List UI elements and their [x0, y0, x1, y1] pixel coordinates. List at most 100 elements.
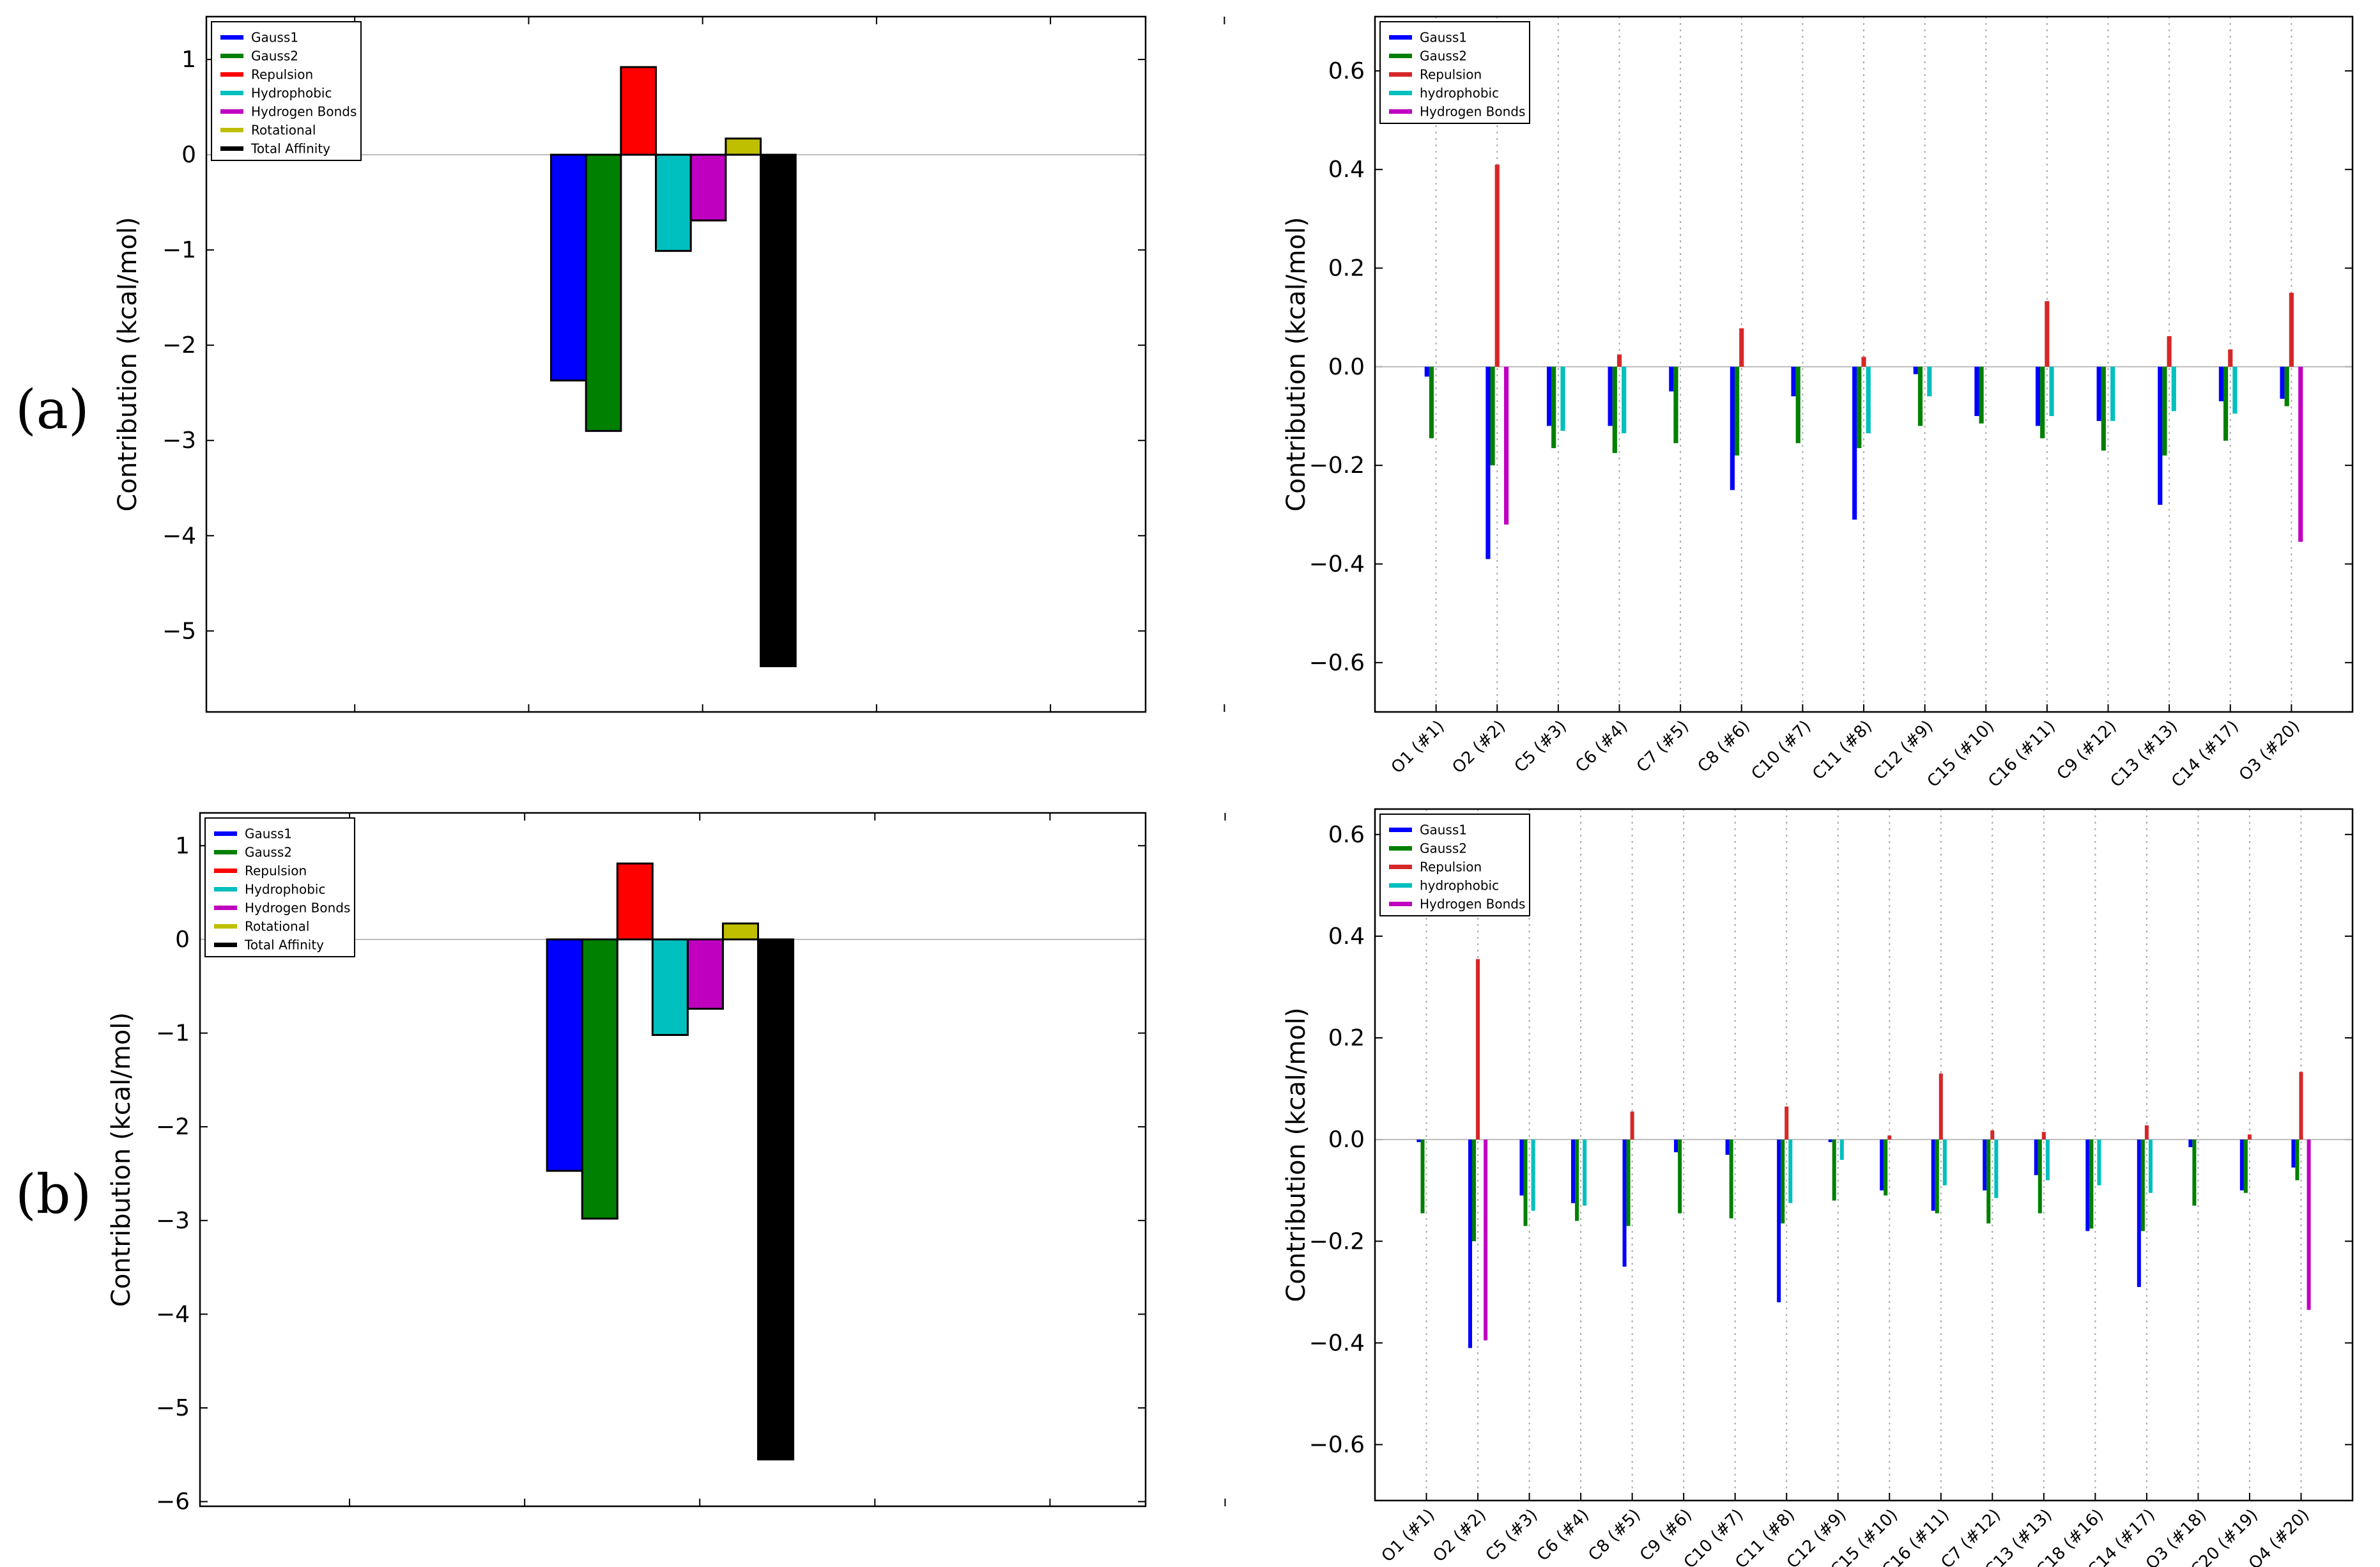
- bar-gauss2-c10-7: [1729, 1139, 1733, 1219]
- bar-total-affinity: [760, 153, 797, 667]
- chart-b-atom-contributions: 0.6 0.4 0.2 0.0 −0.2 −0.4 −0.6 Contribution (kc…: [1282, 808, 2354, 1567]
- y-axis-label: Contribution (kcal/mol): [1282, 217, 1311, 511]
- bar-gauss1-c11-8: [1777, 1139, 1781, 1302]
- bar-repulsion-c11-8: [1785, 1106, 1789, 1140]
- bar-gauss2-c13-13: [2162, 366, 2167, 456]
- x-tick-label: C7 (#5): [1633, 717, 1693, 776]
- bar-gauss1-o3-20: [2280, 366, 2285, 399]
- y-tick-label: 0.6: [1328, 58, 1365, 84]
- bar-hydrophobic-c13-13: [2171, 366, 2176, 412]
- chart-b-total-contributions: 1 0 −1 −2 −3 −4 −5 −6 Contribution (kcal/mol) Gau…: [107, 812, 1226, 1515]
- x-tick-label: C11 (#8): [1809, 717, 1876, 784]
- bar-gauss2-c5-3: [1551, 366, 1556, 449]
- bar-gauss1-c10-7: [1791, 366, 1796, 397]
- legend-label-gauss1: Gauss1: [1420, 30, 1467, 45]
- legend-label-repulsion: Repulsion: [251, 67, 313, 82]
- x-tick-label: C10 (#7): [1748, 717, 1815, 784]
- bar-gauss1-c14-17: [2137, 1139, 2141, 1287]
- bar-gauss2-c9-6: [1678, 1139, 1682, 1214]
- bar-hydrophobic-c11-8: [1866, 366, 1871, 434]
- bar-gauss2-c8-5: [1626, 1139, 1631, 1226]
- bar-hydrophobic-c14-17: [2148, 1139, 2153, 1193]
- legend-label-repulsion: Repulsion: [245, 863, 307, 879]
- y-axis-label: Contribution (kcal/mol): [1282, 1007, 1311, 1302]
- legend-label-gauss2: Gauss2: [1420, 841, 1467, 856]
- y-tick-label: −4: [162, 523, 196, 549]
- plot-background: [200, 813, 1146, 1506]
- bar-hydrophobic-c12-9: [1839, 1139, 1844, 1160]
- bar-repulsion-o2-2: [1476, 959, 1480, 1140]
- legend-label-gauss1: Gauss1: [251, 30, 298, 45]
- y-tick-label: −0.4: [1309, 552, 1365, 578]
- bar-hydrophobic-c12-9: [1927, 366, 1932, 397]
- bar-hydrophobic-c5-3: [1531, 1139, 1535, 1211]
- bar-gauss1-c15-10: [1880, 1139, 1884, 1191]
- legend-label-gauss2: Gauss2: [1420, 49, 1467, 64]
- y-tick-label: 0.4: [1328, 923, 1365, 950]
- bar-gauss2-o1-1: [1420, 1139, 1425, 1214]
- bar-gauss2-o2-2: [1490, 366, 1495, 466]
- bar-gauss2-c15-10: [1979, 366, 1984, 424]
- bar-gauss2-o3-20: [2284, 366, 2289, 406]
- bar-gauss2-c12-9: [1832, 1139, 1836, 1201]
- bar-gauss2-c15-10: [1884, 1139, 1888, 1196]
- bar-repulsion: [620, 66, 657, 156]
- x-tick-label: C5 (#3): [1511, 717, 1570, 776]
- y-tick-label: −4: [156, 1301, 190, 1327]
- bar-gauss2-c13-13: [2038, 1139, 2042, 1214]
- bar-hydrophobic-c18-16: [2097, 1139, 2101, 1185]
- legend-label-rotational: Rotational: [251, 123, 316, 138]
- legend-label-hydrogen-bonds: Hydrogen Bonds: [251, 104, 357, 120]
- y-tick-label: −3: [162, 428, 196, 454]
- legend-label-hydrophobic: hydrophobic: [1420, 878, 1499, 893]
- bar-hydrophobic-c14-17: [2232, 366, 2238, 414]
- y-tick-label: −0.4: [1309, 1330, 1365, 1356]
- bar-hydrogen-bonds: [689, 153, 727, 222]
- y-axis-label: Contribution (kcal/mol): [107, 1012, 136, 1307]
- legend-label-gauss1: Gauss1: [1420, 822, 1467, 838]
- plot-background: [206, 17, 1146, 712]
- bar-gauss2-o1-1: [1429, 366, 1434, 438]
- bar-gauss1-o2-2: [1468, 1139, 1472, 1348]
- bar-gauss2-c6-4: [1612, 366, 1617, 453]
- y-axis-label: Contribution (kcal/mol): [113, 217, 142, 511]
- bar-repulsion-c11-8: [1861, 357, 1866, 367]
- x-tick-label: C6 (#4): [1572, 717, 1631, 776]
- bar-repulsion: [616, 862, 654, 941]
- legend-label-hydrophobic: Hydrophobic: [245, 882, 325, 897]
- y-tick-label: −2: [162, 332, 196, 359]
- bar-gauss1-c13-13: [2158, 366, 2163, 505]
- x-tick-label: C5 (#3): [1482, 1506, 1541, 1565]
- y-tick-label: −1: [156, 1021, 190, 1047]
- panel-label-b: (b): [15, 1163, 92, 1226]
- legend-label-hydrogen-bonds: Hydrogen Bonds: [245, 900, 350, 916]
- bar-gauss1-c11-8: [1852, 366, 1857, 520]
- bar-gauss1-c9-12: [2096, 366, 2101, 421]
- bar-gauss2-c14-17: [2223, 366, 2229, 441]
- bar-gauss2-c11-8: [1857, 366, 1862, 449]
- y-tick-label: 0.0: [1328, 1127, 1365, 1153]
- bar-gauss1-o1-1: [1416, 1139, 1421, 1143]
- bar-gauss1-o4-20: [2291, 1139, 2296, 1168]
- y-tick-label: 1: [175, 833, 190, 859]
- plot-background: [1375, 809, 2353, 1501]
- y-tick-label: 0.4: [1328, 157, 1365, 183]
- bar-gauss2-c7-12: [1986, 1139, 1991, 1224]
- bar-gauss1-c10-7: [1725, 1139, 1730, 1155]
- chart-a-total-contributions: 1 0 −1 −2 −3 −4 −5 Contribution (kcal/mol) Gauss…: [113, 15, 1225, 713]
- bar-gauss2-c9-12: [2101, 366, 2106, 451]
- bar-gauss2-c11-8: [1781, 1139, 1785, 1224]
- x-tick-label: C6 (#4): [1533, 1506, 1593, 1565]
- bar-gauss1-c7-5: [1669, 366, 1674, 392]
- bar-hydrophobic-c6-4: [1583, 1139, 1587, 1206]
- x-tick-label: O2 (#2): [1449, 717, 1510, 778]
- bar-gauss1-c18-16: [2085, 1139, 2090, 1231]
- y-tick-label: −0.2: [1309, 1228, 1365, 1254]
- legend-label-hydrophobic: hydrophobic: [1420, 86, 1499, 101]
- bar-hydrophobic-c9-12: [2110, 366, 2115, 421]
- y-tick-label: −2: [156, 1114, 190, 1140]
- legend-label-repulsion: Repulsion: [1420, 67, 1482, 82]
- y-tick-label: 1: [181, 47, 196, 73]
- bar-hydrophobic-c13-13: [2045, 1139, 2050, 1180]
- y-tick-label: 0.2: [1328, 1025, 1365, 1051]
